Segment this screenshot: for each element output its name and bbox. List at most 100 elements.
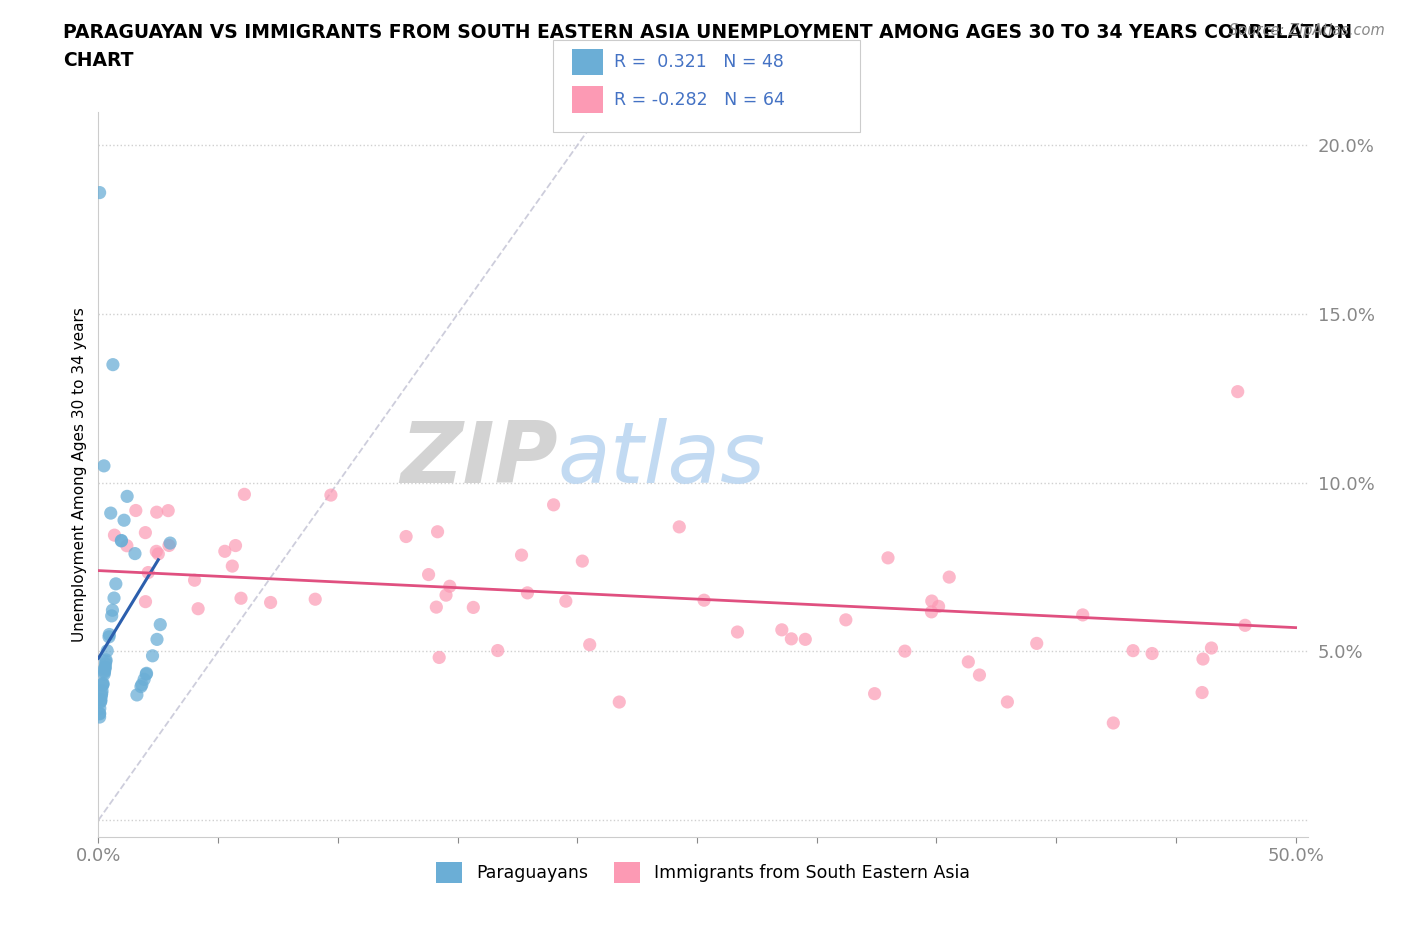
Point [89,185,111,200]
Point [89,707,111,722]
Point [1234,618,1257,632]
Point [101,603,124,618]
Point [131,677,153,692]
Point [101,357,124,372]
Point [96,644,118,658]
Point [91,678,114,693]
Point [426,525,449,539]
Point [90,692,112,707]
Point [94,660,117,675]
Point [1140,646,1163,661]
Point [304,591,326,606]
Point [1226,384,1249,399]
Point [969,668,991,683]
Point [91,684,114,698]
Point [90,686,112,701]
Point [434,588,457,603]
Point [135,666,157,681]
Point [543,498,565,512]
Point [134,594,156,609]
Point [418,567,440,582]
Point [863,686,886,701]
Point [93,665,115,680]
Point [90,694,112,709]
Point [938,570,960,585]
Point [110,533,132,548]
Point [124,546,146,561]
Point [463,600,485,615]
Text: CHART: CHART [63,51,134,70]
Point [91,676,114,691]
Point [93,458,115,473]
Point [103,591,125,605]
Point [1071,607,1094,622]
Point [141,648,163,663]
Text: R =  0.321   N = 48: R = 0.321 N = 48 [614,53,785,72]
Point [159,536,181,551]
Point [995,695,1018,710]
Text: R = -0.282   N = 64: R = -0.282 N = 64 [614,90,786,109]
Point [693,592,716,607]
Point [90,695,112,710]
Point [98,630,121,644]
Point [115,489,138,504]
Point [214,544,236,559]
Point [89,706,111,721]
Point [148,547,170,562]
Point [136,565,159,580]
Point [145,544,167,559]
Point [125,503,148,518]
Point [149,618,172,632]
Point [157,503,180,518]
Point [607,695,630,710]
Point [89,710,111,724]
Point [90,688,112,703]
Point [516,585,538,600]
Point [100,608,122,623]
Point [94,660,117,675]
Point [146,632,169,647]
Point [1191,685,1213,700]
Point [957,655,980,670]
Point [229,591,252,605]
Point [1201,641,1223,656]
Text: Source: ZipAtlas.com: Source: ZipAtlas.com [1229,23,1385,38]
Point [187,602,209,617]
Point [1025,636,1047,651]
Text: ZIP: ZIP [401,418,558,501]
Legend: Paraguayans, Immigrants from South Eastern Asia: Paraguayans, Immigrants from South Easte… [429,855,977,890]
Point [129,679,152,694]
Point [794,631,817,646]
Point [425,600,447,615]
Point [93,667,115,682]
Y-axis label: Unemployment Among Ages 30 to 34 years: Unemployment Among Ages 30 to 34 years [72,307,87,642]
Point [91,677,114,692]
Point [94,661,117,676]
Point [110,534,132,549]
Point [1102,715,1125,730]
Point [94,657,117,671]
Point [668,520,690,535]
Point [780,631,803,646]
Point [894,644,917,658]
Point [135,667,157,682]
Point [1192,652,1215,667]
Point [571,553,593,568]
Point [395,529,418,544]
Text: atlas: atlas [558,418,766,501]
Point [225,538,247,553]
Point [125,687,148,702]
Point [94,653,117,668]
Point [259,595,281,610]
Point [578,637,600,652]
Point [877,551,900,565]
Point [554,593,576,608]
Point [439,578,461,593]
Point [727,625,749,640]
Point [921,604,943,619]
Point [134,672,156,687]
Point [145,505,167,520]
Point [1122,644,1144,658]
Point [94,654,117,669]
Point [115,538,138,553]
